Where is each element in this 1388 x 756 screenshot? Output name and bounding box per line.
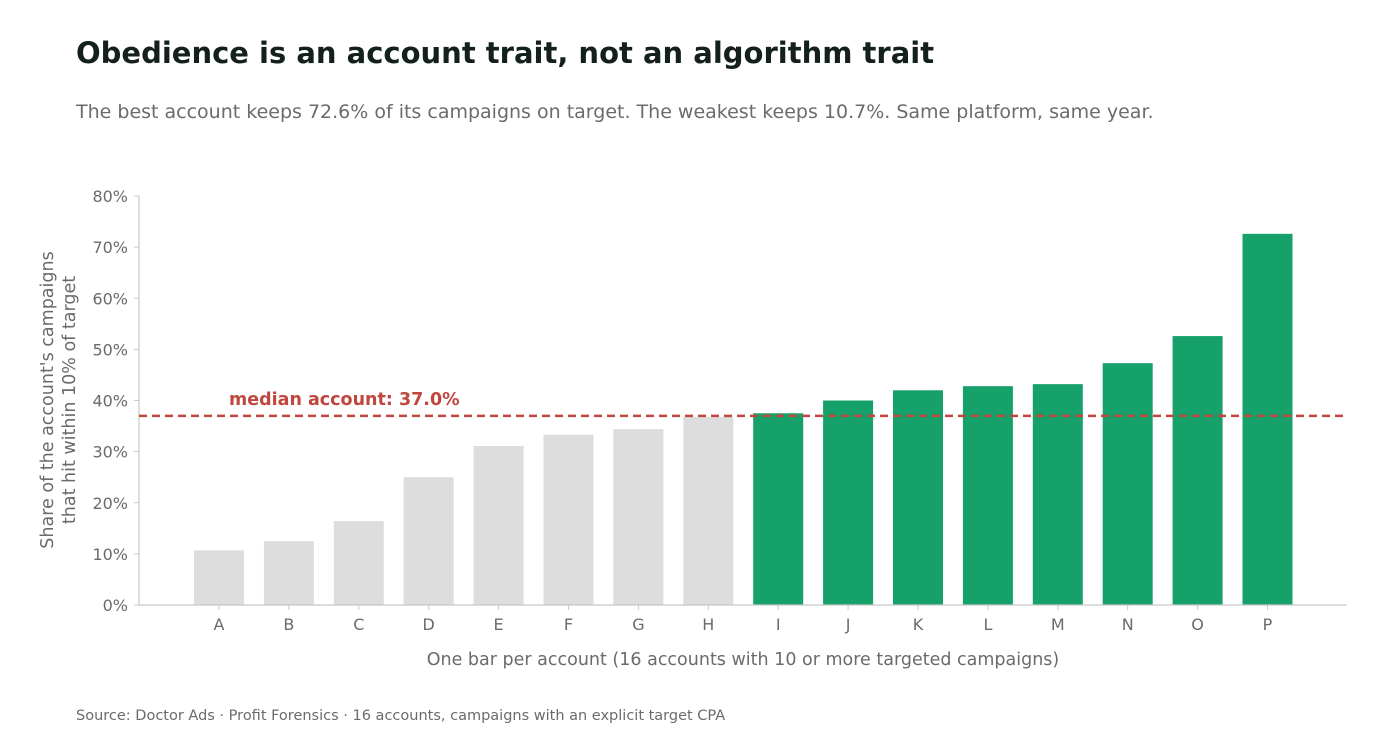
x-tick-label-O: O bbox=[1191, 615, 1204, 634]
x-axis: A B C D E F G H I J K L M N O P bbox=[139, 604, 1347, 634]
bar-M bbox=[1032, 384, 1083, 605]
x-tick-label-B: B bbox=[283, 615, 294, 634]
bar-O bbox=[1172, 336, 1223, 605]
x-tick-label-I: I bbox=[776, 615, 781, 634]
y-tick-label: 20% bbox=[92, 494, 128, 513]
chart-title: Obedience is an account trait, not an al… bbox=[76, 36, 935, 70]
x-tick-label-A: A bbox=[214, 615, 225, 634]
x-tick-label-E: E bbox=[494, 615, 504, 634]
bar-K bbox=[893, 390, 943, 605]
bar-F bbox=[543, 434, 594, 605]
y-axis-title-line-1: Share of the account's campaigns bbox=[38, 251, 58, 548]
x-tick-label-K: K bbox=[913, 615, 924, 634]
y-tick-label: 40% bbox=[92, 392, 128, 411]
source-note: Source: Doctor Ads · Profit Forensics · … bbox=[76, 708, 726, 724]
bar-B bbox=[263, 541, 314, 605]
x-tick-label-J: J bbox=[845, 615, 851, 634]
y-tick-label: 70% bbox=[92, 238, 128, 257]
y-tick-label: 50% bbox=[92, 340, 128, 359]
x-tick-label-P: P bbox=[1263, 615, 1273, 634]
bar-D bbox=[403, 477, 454, 605]
bar-J bbox=[823, 400, 874, 605]
x-tick-label-M: M bbox=[1051, 615, 1065, 634]
bar-E bbox=[473, 446, 524, 605]
x-tick-label-F: F bbox=[564, 615, 573, 634]
bar-P bbox=[1242, 233, 1293, 605]
x-tick-label-C: C bbox=[353, 615, 364, 634]
bar-L bbox=[962, 386, 1013, 605]
median-reference-label: median account: 37.0% bbox=[229, 390, 460, 410]
bars-group bbox=[194, 233, 1293, 605]
bar-A bbox=[194, 550, 244, 605]
x-axis-title: One bar per account (16 accounts with 10… bbox=[427, 650, 1060, 670]
bar-chart: 0% 10% 20% 30% 40% 50% 60% 70% 80% A B C D E F G H I J K L M… bbox=[38, 187, 1347, 670]
y-axis-title-line-2: that hit within 10% of target bbox=[60, 276, 80, 524]
y-tick-label: 60% bbox=[92, 289, 128, 308]
chart-subtitle: The best account keeps 72.6% of its camp… bbox=[76, 101, 1154, 123]
y-tick-label: 10% bbox=[92, 545, 128, 564]
bar-N bbox=[1102, 363, 1153, 605]
x-tick-label-N: N bbox=[1122, 615, 1134, 634]
bar-I bbox=[753, 413, 804, 605]
bar-G bbox=[613, 429, 664, 605]
x-tick-label-L: L bbox=[983, 615, 992, 634]
y-tick-label: 30% bbox=[92, 443, 128, 462]
bar-H bbox=[683, 416, 734, 605]
bar-C bbox=[333, 521, 384, 605]
x-tick-label-D: D bbox=[423, 615, 435, 634]
y-tick-label: 80% bbox=[92, 187, 128, 206]
x-tick-label-G: G bbox=[632, 615, 644, 634]
y-axis: 0% 10% 20% 30% 40% 50% 60% 70% 80% bbox=[92, 187, 140, 615]
y-tick-label: 0% bbox=[103, 596, 128, 615]
x-tick-label-H: H bbox=[702, 615, 714, 634]
